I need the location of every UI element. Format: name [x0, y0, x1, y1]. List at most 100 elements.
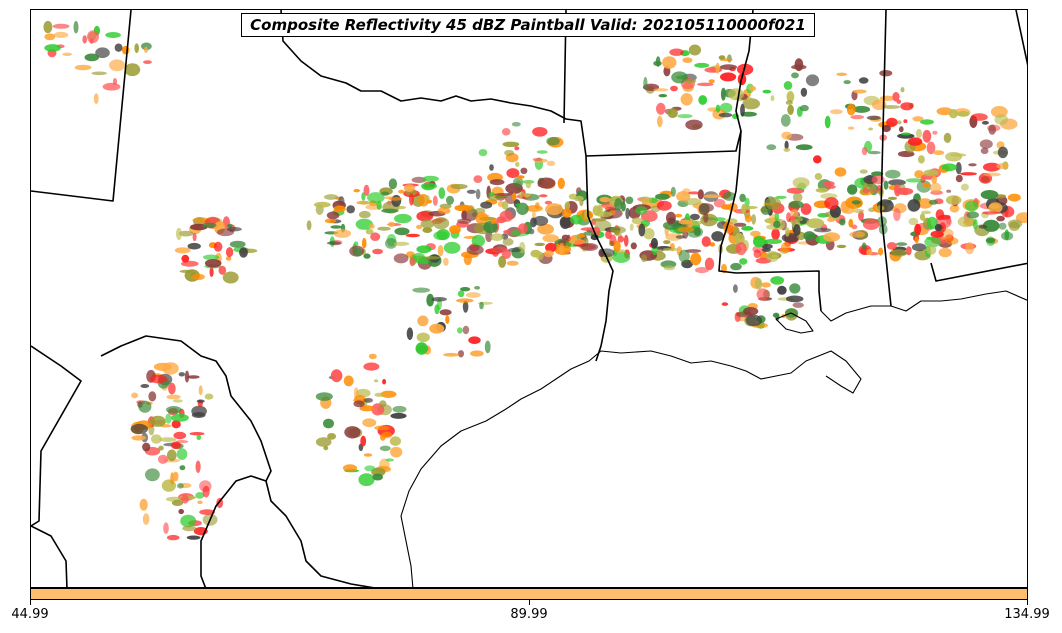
reflectivity-blob	[492, 246, 509, 254]
reflectivity-blob	[358, 473, 375, 487]
reflectivity-blob	[670, 85, 678, 92]
reflectivity-blob	[525, 205, 543, 212]
reflectivity-blob	[359, 200, 370, 205]
reflectivity-blob	[848, 218, 854, 228]
reflectivity-blob	[363, 453, 373, 457]
reflectivity-blob	[949, 153, 967, 157]
reflectivity-blob	[786, 91, 795, 103]
reflectivity-blob	[630, 242, 637, 250]
reflectivity-blob	[640, 254, 648, 262]
reflectivity-blob	[437, 245, 444, 257]
reflectivity-blob	[715, 62, 720, 74]
reflectivity-blob	[166, 449, 177, 462]
reflectivity-blob	[695, 267, 709, 274]
reflectivity-blob	[488, 192, 495, 197]
reflectivity-blob	[957, 111, 970, 117]
reflectivity-blob	[143, 60, 152, 64]
reflectivity-blob	[921, 210, 932, 215]
reflectivity-blob	[893, 208, 901, 222]
reflectivity-blob	[173, 431, 187, 440]
reflectivity-blob	[513, 177, 524, 188]
reflectivity-blob	[900, 87, 905, 93]
reflectivity-blob	[996, 215, 1005, 222]
reflectivity-blob	[195, 492, 205, 499]
reflectivity-blob	[536, 150, 548, 154]
reflectivity-blob	[489, 179, 505, 186]
reflectivity-blob	[887, 196, 898, 200]
reflectivity-blob	[546, 160, 556, 166]
coast-louisiana-east	[820, 290, 1027, 322]
reflectivity-blob	[780, 114, 791, 127]
reflectivity-blob	[876, 205, 885, 211]
reflectivity-blob	[546, 136, 560, 146]
reflectivity-blob	[694, 62, 710, 68]
reflectivity-blob	[908, 217, 919, 226]
reflectivity-blob	[457, 327, 463, 334]
reflectivity-blob	[517, 175, 525, 179]
reflectivity-blob	[196, 434, 202, 441]
reflectivity-blob	[415, 342, 428, 355]
reflectivity-blob	[180, 514, 197, 528]
reflectivity-blob	[239, 247, 248, 258]
border-al-ga	[1015, 10, 1027, 66]
reflectivity-blob	[890, 249, 908, 257]
reflectivity-blob	[112, 78, 118, 86]
reflectivity-blob	[202, 222, 217, 229]
reflectivity-blob	[858, 77, 869, 84]
reflectivity-blob	[688, 191, 701, 195]
reflectivity-blob	[162, 362, 179, 375]
reflectivity-blob	[825, 184, 836, 189]
reflectivity-blob	[843, 80, 851, 85]
reflectivity-blob	[662, 221, 680, 230]
reflectivity-blob	[981, 120, 989, 125]
reflectivity-blob	[643, 228, 655, 240]
reflectivity-blob	[813, 155, 822, 164]
reflectivity-blob	[562, 208, 572, 218]
border-al-fl	[930, 262, 1027, 282]
reflectivity-blob	[916, 128, 922, 139]
reflectivity-blob	[462, 300, 469, 313]
reflectivity-blob	[785, 227, 790, 237]
reflectivity-blob	[372, 473, 384, 481]
reflectivity-blob	[506, 168, 520, 179]
reflectivity-blob	[657, 248, 663, 253]
reflectivity-blob	[395, 205, 406, 210]
reflectivity-blob	[433, 231, 448, 241]
reflectivity-blob	[859, 169, 868, 174]
reflectivity-blob	[709, 242, 716, 247]
reflectivity-blob	[728, 88, 744, 101]
reflectivity-blob	[733, 222, 747, 227]
reflectivity-blob	[638, 196, 653, 203]
border-rio-grande	[31, 525, 68, 587]
reflectivity-blob	[195, 460, 201, 473]
reflectivity-blob	[735, 242, 747, 256]
reflectivity-blob	[524, 193, 531, 198]
reflectivity-blob	[405, 233, 420, 238]
reflectivity-blob	[933, 150, 945, 156]
reflectivity-blob	[186, 535, 201, 540]
reflectivity-blob	[754, 278, 763, 290]
reflectivity-blob	[698, 203, 710, 215]
reflectivity-blob	[457, 218, 472, 224]
reflectivity-blob	[489, 164, 494, 171]
reflectivity-blob	[741, 203, 747, 214]
reflectivity-blob	[416, 245, 432, 254]
reflectivity-blob	[698, 95, 708, 105]
reflectivity-blob	[905, 246, 912, 256]
reflectivity-blob	[788, 200, 804, 209]
reflectivity-blob	[178, 372, 185, 377]
reflectivity-map	[31, 10, 1027, 587]
reflectivity-blob	[583, 237, 589, 246]
reflectivity-blob	[713, 217, 726, 222]
reflectivity-blob	[960, 183, 969, 191]
reflectivity-blob	[462, 325, 470, 335]
reflectivity-blob	[718, 55, 726, 60]
reflectivity-blob	[846, 103, 856, 116]
reflectivity-blob	[605, 230, 612, 240]
reflectivity-blob	[131, 435, 146, 441]
reflectivity-blob	[458, 350, 464, 358]
reflectivity-blob	[545, 242, 557, 253]
reflectivity-blob	[868, 150, 881, 155]
reflectivity-blob	[422, 175, 439, 182]
reflectivity-blob	[423, 256, 441, 260]
